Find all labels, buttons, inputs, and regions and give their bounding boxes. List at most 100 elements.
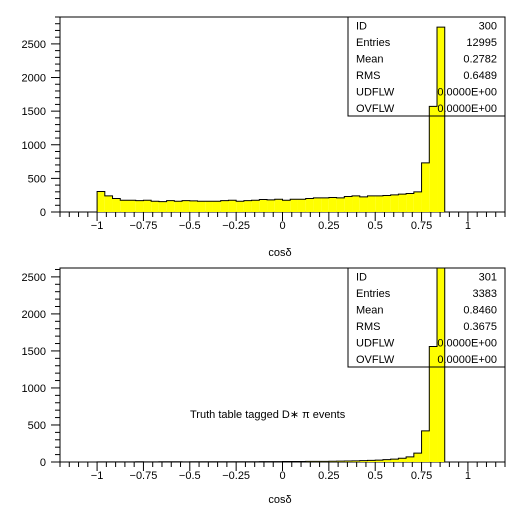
- stats-value: 0.0000E+00: [437, 338, 497, 350]
- histogram-bin: [220, 200, 229, 212]
- histogram-bin: [120, 200, 128, 212]
- histogram-bin: [413, 453, 422, 462]
- stats-value: 12995: [466, 37, 497, 49]
- histogram-bin: [398, 194, 407, 212]
- histogram-bin: [297, 199, 306, 212]
- histogram-bin: [313, 197, 322, 212]
- stats-key: Entries: [356, 288, 391, 300]
- stats-box: [347, 267, 506, 368]
- y-tick-label: 2500: [22, 272, 46, 284]
- histogram-bin: [352, 195, 360, 212]
- histogram-bin: [344, 196, 353, 212]
- y-tick-label: 0: [40, 207, 46, 219]
- stats-value: 0.8460: [463, 305, 497, 317]
- stats-value: 300: [479, 21, 497, 33]
- x-tick-label: −0.25: [222, 220, 250, 232]
- x-tick-label: 0.75: [411, 220, 432, 232]
- histogram-bin: [336, 197, 345, 212]
- histogram-bin: [127, 200, 136, 212]
- histogram-bin: [406, 193, 414, 212]
- histogram-bin: [290, 199, 298, 212]
- stats-key: UDFLW: [356, 338, 395, 350]
- histogram-bin: [104, 195, 113, 212]
- histogram-bin: [398, 458, 407, 462]
- x-tick-label: −0.75: [130, 470, 158, 482]
- x-tick-label: 0.5: [368, 470, 383, 482]
- histogram-bin: [382, 459, 391, 462]
- stats-key: Mean: [356, 305, 384, 317]
- histogram-bin: [197, 201, 206, 212]
- histogram-bin: [406, 456, 414, 462]
- histogram-bin: [429, 346, 438, 462]
- histogram-bin: [251, 200, 260, 212]
- y-tick-label: 2000: [22, 309, 46, 321]
- histogram-bin: [382, 195, 391, 212]
- x-tick-label: 0: [279, 220, 285, 232]
- x-tick-label: 0.75: [411, 470, 432, 482]
- histogram-bin: [413, 191, 422, 212]
- x-axis-label: cosδ: [268, 494, 291, 506]
- histogram-bin: [228, 200, 237, 212]
- histogram-bin: [243, 200, 252, 212]
- stats-value: 0.3675: [463, 321, 497, 333]
- histogram-bin: [236, 201, 244, 212]
- stats-key: UDFLW: [356, 87, 395, 99]
- x-tick-label: −0.75: [130, 220, 158, 232]
- histogram-bin: [367, 460, 376, 462]
- histogram-bin: [135, 200, 144, 212]
- histogram-bin: [158, 201, 167, 212]
- stats-value: 301: [479, 272, 497, 284]
- histogram-panel-top: 0 500 1000 1500 2000 2500 −1 −0.75 −0.5 −0.25 0 0.2…: [22, 16, 506, 259]
- y-tick-label: 2500: [22, 39, 46, 51]
- x-tick-label: 0.25: [318, 470, 339, 482]
- y-tick-label: 1000: [22, 140, 46, 152]
- stats-value: 0.0000E+00: [437, 87, 497, 99]
- stats-box: [347, 16, 506, 117]
- histogram-panel-bottom: 0 500 1000 1500 2000 2500 −1 −0.75 −0.5 −0.25 0 0.2…: [22, 267, 506, 506]
- y-tick-label: 1500: [22, 106, 46, 118]
- x-tick-label: 0.5: [368, 220, 383, 232]
- histogram-bin: [359, 460, 368, 462]
- histogram-bin: [205, 201, 213, 212]
- x-tick-label: −0.25: [222, 470, 250, 482]
- histogram-bin: [189, 200, 198, 212]
- histogram-bin: [259, 199, 268, 212]
- histogram-bin: [282, 200, 291, 212]
- histogram-bin: [174, 201, 183, 212]
- x-tick-label: −0.5: [179, 220, 201, 232]
- y-tick-label: 500: [28, 420, 46, 432]
- histogram-bin: [151, 201, 159, 212]
- stats-key: OVFLW: [356, 103, 395, 115]
- stats-key: RMS: [356, 321, 380, 333]
- histogram-bin: [274, 199, 283, 212]
- y-tick-label: 500: [28, 173, 46, 185]
- panel-annotation: Truth table tagged D∗ π events: [190, 409, 346, 421]
- histogram-bin: [437, 27, 445, 212]
- histogram-bin: [97, 191, 105, 212]
- histogram-bin: [429, 106, 438, 212]
- histogram-bin: [352, 460, 360, 462]
- stats-value: 0.0000E+00: [437, 354, 497, 366]
- histogram-bin: [344, 460, 353, 462]
- histogram-bin: [166, 200, 175, 212]
- histogram-bin: [375, 195, 383, 212]
- stats-value: 0.6489: [463, 70, 497, 82]
- histogram-bin: [421, 430, 430, 462]
- histogram-outline: [96, 267, 468, 463]
- stats-key: Entries: [356, 37, 391, 49]
- histogram-bin: [212, 201, 221, 212]
- histogram-bin: [367, 195, 376, 212]
- histogram-bin: [390, 194, 399, 212]
- stats-value: 3383: [473, 288, 497, 300]
- x-tick-label: 1: [465, 470, 471, 482]
- histogram-bin: [143, 200, 152, 212]
- x-axis-label: cosδ: [268, 247, 291, 259]
- histogram-bin: [305, 198, 314, 212]
- stats-key: Mean: [356, 54, 384, 66]
- histogram-bin: [375, 460, 383, 462]
- histogram-bin: [359, 196, 368, 212]
- stats-value: 0.0000E+00: [437, 103, 497, 115]
- histogram-outline: [96, 26, 468, 213]
- x-tick-label: −1: [91, 470, 104, 482]
